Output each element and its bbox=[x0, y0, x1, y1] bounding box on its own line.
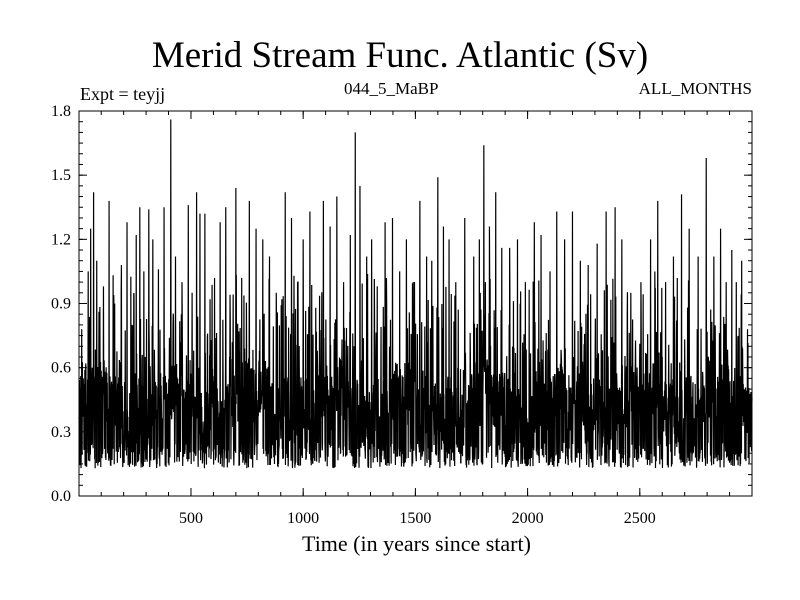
subtitle-right: ALL_MONTHS bbox=[638, 79, 752, 98]
y-tick-label: 0.9 bbox=[51, 296, 71, 313]
x-tick-label: 2000 bbox=[512, 510, 544, 527]
x-tick-label: 1000 bbox=[287, 510, 319, 527]
y-tick-label: 1.2 bbox=[51, 231, 71, 248]
chart-title: Merid Stream Func. Atlantic (Sv) bbox=[151, 35, 649, 76]
y-tick-label: 1.5 bbox=[51, 167, 71, 184]
x-tick-label: 500 bbox=[179, 510, 203, 527]
y-tick-label: 0.0 bbox=[51, 488, 71, 505]
y-tick-label: 0.3 bbox=[51, 424, 71, 441]
series-line bbox=[78, 119, 753, 469]
y-tick-label: 1.8 bbox=[51, 103, 71, 120]
x-tick-label: 1500 bbox=[399, 510, 431, 527]
x-tick-label: 2500 bbox=[624, 510, 656, 527]
subtitle-center: 044_5_MaBP bbox=[344, 79, 439, 98]
experiment-label: Expt = teyjj bbox=[80, 84, 166, 104]
y-tick-label: 0.6 bbox=[51, 360, 71, 377]
x-axis-label: Time (in years since start) bbox=[302, 531, 531, 556]
